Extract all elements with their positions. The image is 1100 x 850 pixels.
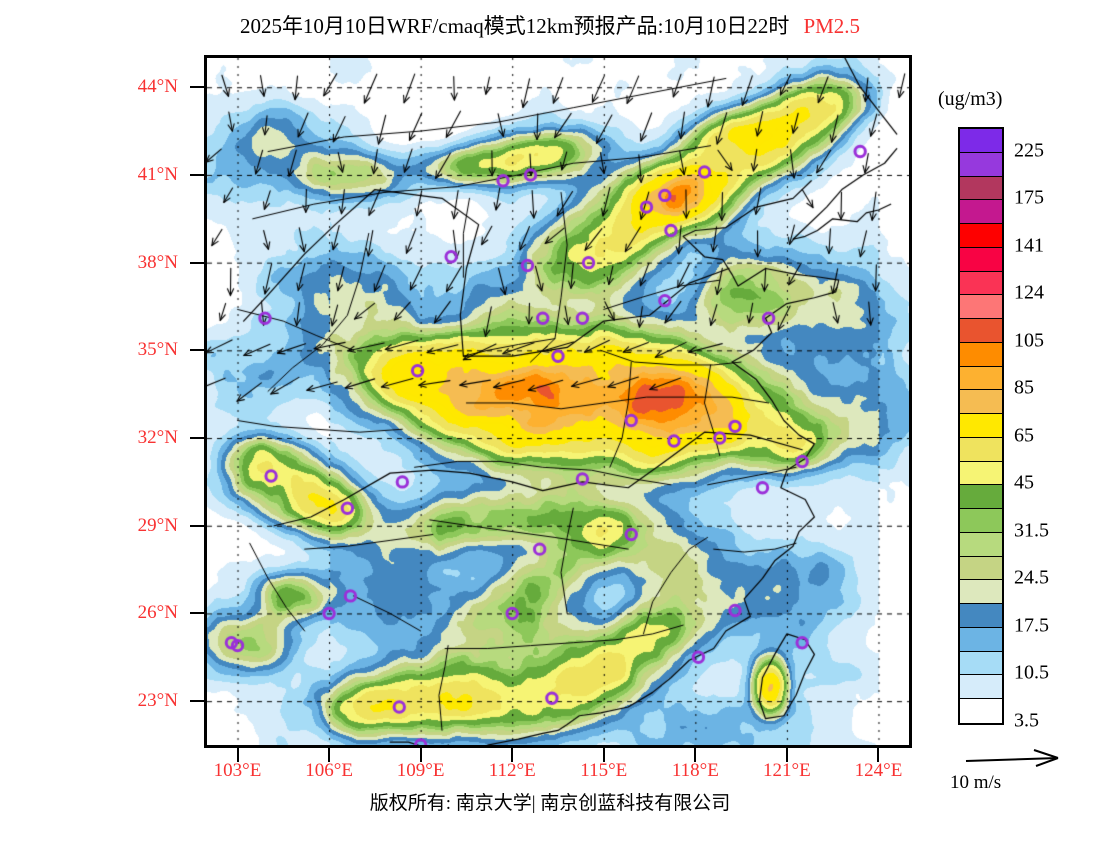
colorbar-tick-label: 24.5 (1014, 566, 1049, 589)
colorbar-segment (960, 556, 1002, 581)
lat-tick-label: 32°N (137, 427, 178, 449)
colorbar-segment (960, 580, 1002, 604)
colorbar-segment (960, 509, 1002, 533)
colorbar-segment (960, 152, 1002, 177)
colorbar-segment (960, 247, 1002, 272)
colorbar: 225 175 141 124 105 85 65 45 31.5 24.5 17.5 10.5 3.5 (958, 127, 1049, 732)
colorbar-segment (960, 675, 1002, 699)
lat-tick-label: 38°N (137, 251, 178, 273)
colorbar-units-label: (ug/m3) (938, 88, 1003, 110)
colorbar-segment (960, 224, 1002, 248)
colorbar-segment (960, 271, 1002, 296)
lon-tick-mark (602, 748, 605, 762)
colorbar-tick-label: 45 (1014, 471, 1034, 494)
wind-scale-legend: 10 m/s (950, 748, 1092, 798)
lon-tick-label: 112°E (488, 760, 536, 781)
colorbar-tick-label: 31.5 (1014, 519, 1049, 542)
lon-tick-mark (419, 748, 422, 762)
copyright-footer: 版权所有: 南京大学| 南京创蓝科技有限公司 (369, 793, 731, 814)
colorbar-segment (960, 390, 1002, 414)
colorbar-tick-label: 141 (1014, 234, 1044, 257)
page-title: 2025年10月10日WRF/cmaq模式12km预报产品:10月10日22时 P… (0, 10, 1100, 40)
colorbar-tick-label: 105 (1014, 329, 1044, 352)
colorbar-segment (960, 129, 1002, 153)
colorbar-segment (960, 651, 1002, 676)
title-main-text: 2025年10月10日WRF/cmaq模式12km预报产品:10月10日22时 (239, 14, 790, 38)
colorbar-tick-label: 175 (1014, 186, 1044, 209)
lon-tick-label: 124°E (854, 760, 903, 781)
lon-tick-label: 106°E (305, 760, 353, 781)
lat-tick-mark (190, 700, 204, 703)
colorbar-segment (960, 485, 1002, 509)
colorbar-segment (960, 414, 1002, 438)
colorbar-segment (960, 461, 1002, 486)
colorbar-segment (960, 342, 1002, 367)
colorbar-tick-label: 17.5 (1014, 614, 1049, 637)
lat-tick-mark (190, 612, 204, 615)
lat-tick-label: 44°N (137, 76, 178, 98)
lat-tick-mark (190, 437, 204, 440)
lon-tick-label: 118°E (671, 760, 719, 781)
colorbar-segment (960, 437, 1002, 462)
lon-tick-label: 115°E (580, 760, 628, 781)
colorbar-segment (960, 699, 1002, 723)
colorbar-segment (960, 366, 1002, 391)
lat-tick-mark (190, 86, 204, 89)
lat-tick-label: 41°N (137, 163, 178, 185)
colorbar-gradient (958, 127, 1004, 725)
lat-tick-mark (190, 261, 204, 264)
lat-tick-label: 29°N (137, 514, 178, 536)
colorbar-tick-label: 124 (1014, 281, 1044, 304)
colorbar-segment (960, 627, 1002, 652)
lat-tick-mark (190, 173, 204, 176)
map-plot-area[interactable] (204, 55, 912, 748)
colorbar-tick-label: 85 (1014, 376, 1034, 399)
lon-tick-mark (328, 748, 331, 762)
lon-tick-mark (694, 748, 697, 762)
title-species-text: PM2.5 (803, 14, 861, 38)
lat-tick-mark (190, 524, 204, 527)
lon-tick-label: 109°E (396, 760, 445, 781)
colorbar-segment (960, 295, 1002, 319)
lon-tick-mark (877, 748, 880, 762)
pm25-concentration-map[interactable] (207, 58, 909, 745)
colorbar-segment (960, 532, 1002, 557)
lat-tick-mark (190, 349, 204, 352)
lon-tick-label: 121°E (763, 760, 811, 781)
colorbar-tick-label: 65 (1014, 424, 1034, 447)
colorbar-tick-label: 3.5 (1014, 709, 1039, 732)
lat-tick-label: 23°N (137, 690, 178, 712)
colorbar-segment (960, 319, 1002, 343)
colorbar-tick-label: 10.5 (1014, 661, 1049, 684)
lon-tick-mark (236, 748, 239, 762)
lon-tick-mark (511, 748, 514, 762)
wind-scale-label: 10 m/s (950, 772, 1002, 793)
lat-tick-label: 35°N (137, 339, 178, 361)
colorbar-segment (960, 604, 1002, 628)
lat-tick-label: 26°N (137, 602, 178, 624)
lon-tick-mark (785, 748, 788, 762)
lon-tick-label: 103°E (213, 760, 262, 781)
colorbar-segment (960, 200, 1002, 224)
colorbar-segment (960, 176, 1002, 201)
latitude-axis: 44°N 41°N 38°N 35°N 32°N 29°N 26°N 23°N (0, 0, 204, 850)
colorbar-tick-label: 225 (1014, 139, 1044, 162)
wind-arrow-icon (965, 749, 1059, 767)
